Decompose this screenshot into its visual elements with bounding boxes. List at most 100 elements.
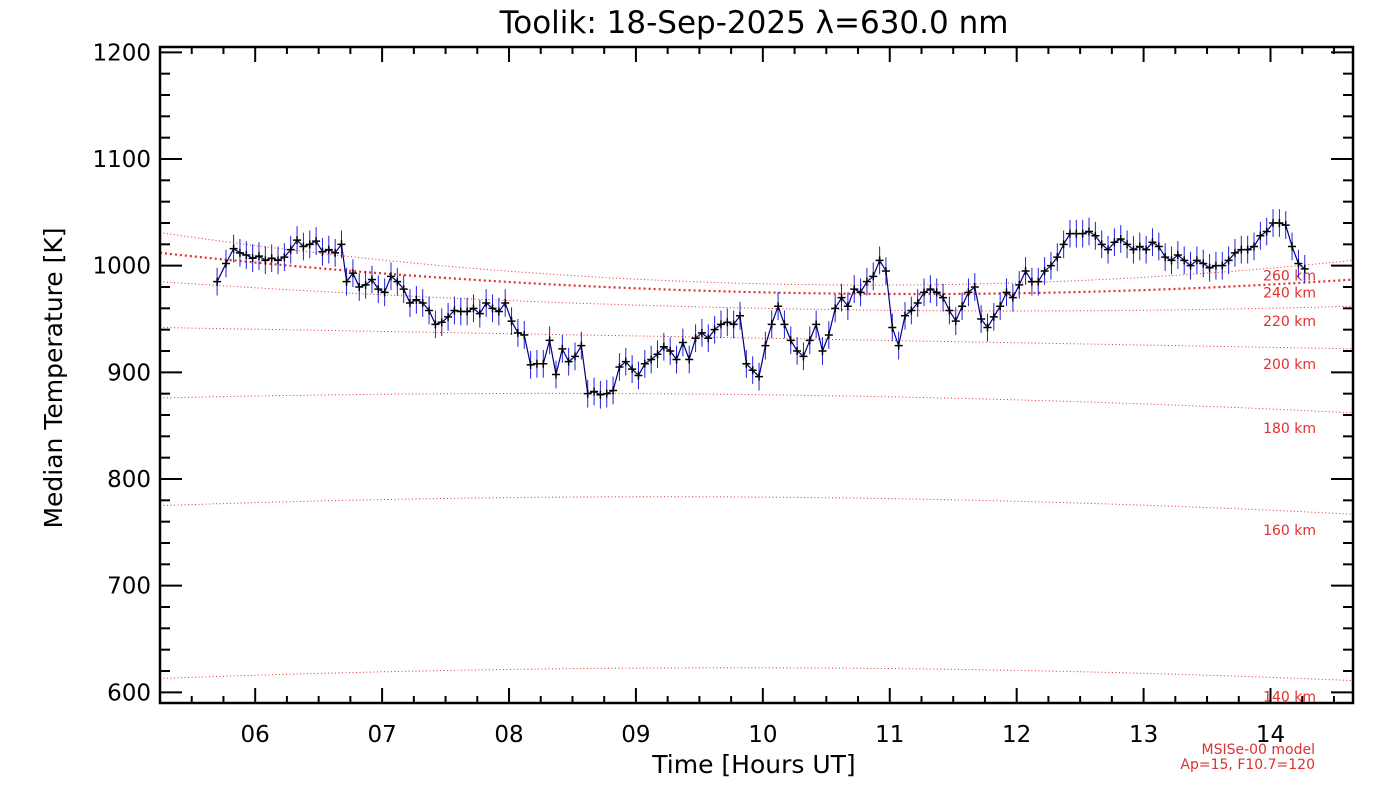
series-line-0	[216, 222, 1306, 396]
data-point-163	[1250, 242, 1259, 251]
data-point-164	[1256, 231, 1265, 240]
data-point-101	[856, 288, 865, 297]
data-point-8	[267, 254, 276, 263]
data-point-18	[331, 248, 340, 257]
data-point-90	[786, 336, 795, 345]
model-line-2	[159, 392, 1354, 414]
data-point-146	[1142, 245, 1151, 254]
model-line-1	[159, 496, 1354, 515]
data-point-159	[1224, 256, 1233, 265]
y-axis-label: Median Temperature [K]	[39, 227, 68, 528]
data-point-58	[583, 389, 592, 398]
axis-ticks: 06 07 08 09 10 11 12 13 14 600 700 800 900 1000 1100 12…	[92, 40, 1353, 748]
data-point-138	[1091, 231, 1100, 240]
data-point-148	[1154, 242, 1163, 251]
model-line-label-5: 240 km	[1263, 285, 1316, 301]
y-tick-label-1: 700	[107, 574, 151, 600]
model-line-label-1: 160 km	[1263, 523, 1316, 539]
data-point-23	[361, 280, 370, 289]
data-point-12	[293, 236, 302, 245]
data-point-149	[1161, 253, 1170, 262]
data-point-39	[463, 307, 472, 316]
data-point-47	[513, 328, 522, 337]
data-point-97	[831, 304, 840, 313]
model-line-5	[159, 251, 1354, 296]
data-point-25	[374, 285, 383, 294]
data-point-52	[545, 336, 554, 345]
data-point-13	[299, 242, 308, 251]
data-point-60	[596, 390, 605, 399]
y-tick-label-3: 900	[107, 360, 151, 386]
x-tick-label-6: 12	[1002, 722, 1031, 748]
data-point-110	[913, 299, 922, 307]
data-point-19	[337, 240, 346, 249]
data-point-130	[1040, 267, 1049, 275]
data-point-67	[640, 359, 649, 368]
data-point-86	[761, 341, 770, 350]
data-point-127	[1021, 267, 1030, 275]
data-point-121	[983, 323, 992, 332]
data-point-87	[767, 320, 776, 329]
plot-frame	[158, 45, 1355, 705]
data-point-78	[710, 325, 719, 334]
data-point-17	[324, 245, 333, 254]
data-point-48	[520, 331, 529, 339]
x-tick-label-4: 10	[748, 722, 777, 748]
data-point-5	[248, 254, 257, 263]
data-point-140	[1104, 245, 1113, 254]
model-line-label-3: 200 km	[1263, 357, 1316, 373]
data-point-137	[1085, 227, 1094, 236]
data-point-106	[888, 323, 897, 332]
data-point-144	[1129, 245, 1138, 254]
data-point-11	[286, 245, 295, 254]
data-point-113	[932, 288, 941, 297]
data-point-150	[1167, 256, 1176, 265]
data-point-91	[793, 347, 802, 355]
data-point-168	[1281, 221, 1290, 230]
data-point-100	[850, 285, 859, 294]
model-note-line-1: MSISe-00 model	[1201, 742, 1315, 758]
data-point-167	[1275, 219, 1284, 227]
data-point-165	[1262, 227, 1271, 236]
y-tick-label-2: 800	[107, 467, 151, 493]
data-point-7	[261, 256, 270, 265]
data-point-116	[951, 317, 960, 326]
data-point-88	[774, 302, 783, 311]
data-point-80	[723, 318, 732, 327]
data-point-81	[729, 320, 738, 329]
data-point-131	[1046, 261, 1055, 270]
data-point-21	[348, 269, 357, 278]
model-note-line-2: Ap=15, F10.7=120	[1180, 757, 1315, 773]
data-point-27	[386, 272, 395, 281]
data-point-3	[235, 248, 244, 257]
data-point-136	[1078, 229, 1087, 238]
data-point-84	[748, 366, 757, 375]
series-group	[213, 209, 1309, 409]
data-point-72	[672, 355, 681, 364]
data-point-132	[1053, 253, 1062, 262]
data-point-61	[602, 389, 611, 398]
data-point-104	[875, 256, 884, 265]
data-point-63	[615, 363, 624, 371]
data-point-37	[450, 306, 459, 315]
data-point-40	[469, 304, 478, 313]
data-point-4	[242, 251, 251, 259]
data-point-42	[482, 299, 491, 307]
data-point-41	[475, 309, 484, 318]
data-point-162	[1243, 245, 1252, 254]
model-line-0	[159, 667, 1354, 682]
data-point-119	[970, 283, 979, 291]
data-point-114	[939, 293, 948, 302]
data-point-142	[1116, 235, 1125, 243]
data-point-118	[964, 288, 973, 297]
data-point-82	[736, 311, 745, 320]
data-point-117	[958, 302, 967, 311]
x-tick-label-1: 07	[367, 722, 396, 748]
data-point-57	[577, 341, 586, 350]
data-point-158	[1218, 261, 1227, 270]
data-point-152	[1180, 256, 1189, 265]
data-point-62	[609, 386, 618, 395]
data-point-53	[551, 370, 560, 379]
data-point-102	[862, 277, 871, 286]
